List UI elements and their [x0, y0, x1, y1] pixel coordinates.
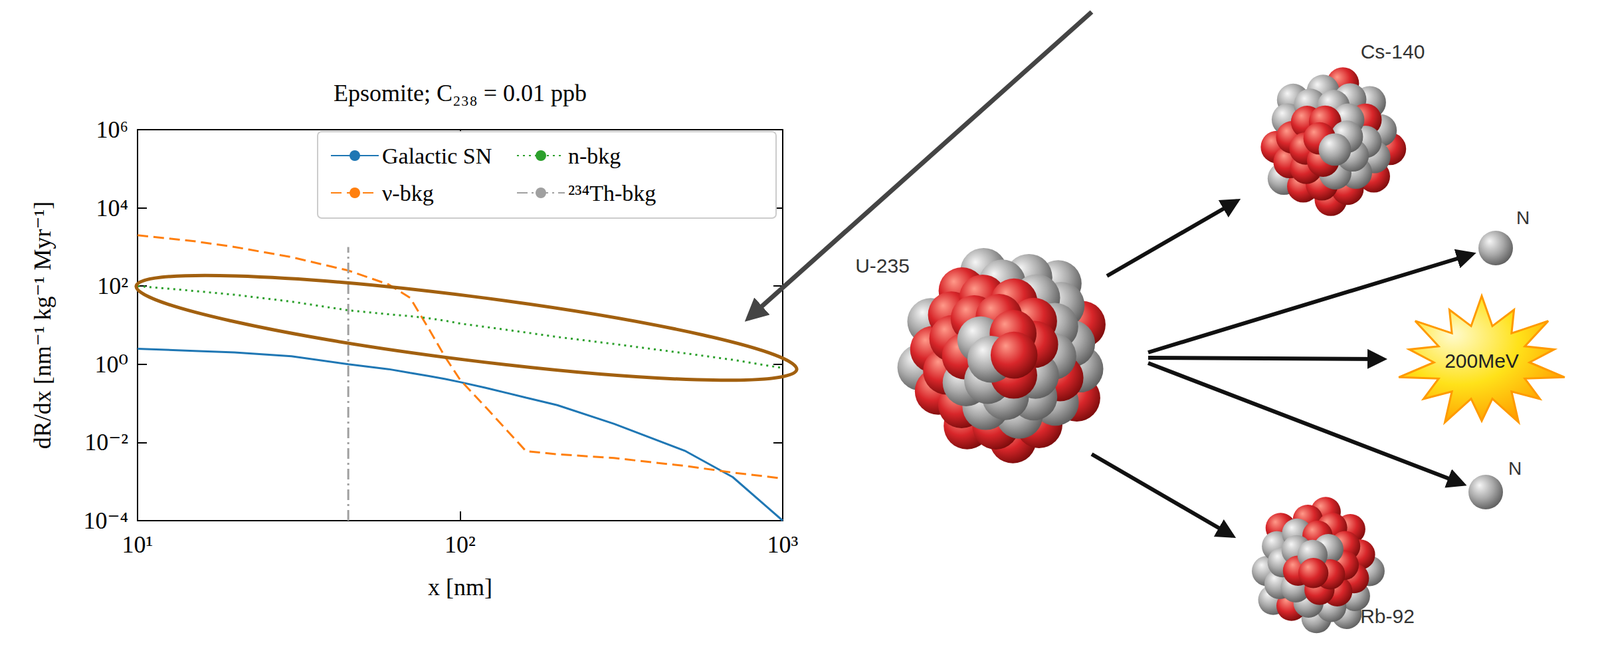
svg-text:10⁻²: 10⁻² [84, 428, 129, 456]
svg-text:10³: 10³ [767, 530, 799, 558]
svg-text:dR/dx [nm⁻¹ kg⁻¹ Myr⁻¹]: dR/dx [nm⁻¹ kg⁻¹ Myr⁻¹] [29, 201, 56, 449]
svg-text:n-bkg: n-bkg [568, 143, 621, 169]
svg-text:ν-bkg: ν-bkg [382, 180, 434, 206]
svg-text:Epsomite; C₂₃₈ = 0.01 ppb: Epsomite; C₂₃₈ = 0.01 ppb [333, 79, 587, 107]
svg-text:10⁰: 10⁰ [95, 350, 129, 378]
svg-text:x [nm]: x [nm] [427, 573, 493, 600]
svg-text:200MeV: 200MeV [1444, 349, 1519, 372]
svg-text:Cs-140: Cs-140 [1360, 40, 1426, 63]
svg-text:10⁻⁴: 10⁻⁴ [83, 506, 129, 534]
svg-text:Galactic SN: Galactic SN [382, 143, 492, 169]
svg-text:²³⁴Th-bkg: ²³⁴Th-bkg [568, 180, 656, 206]
svg-text:10⁶: 10⁶ [95, 116, 129, 143]
svg-text:10¹: 10¹ [122, 530, 154, 558]
svg-text:10⁴: 10⁴ [95, 194, 129, 222]
svg-text:Rb-92: Rb-92 [1360, 604, 1415, 627]
svg-text:N: N [1508, 457, 1522, 479]
svg-text:10²: 10² [444, 530, 476, 558]
svg-text:10²: 10² [97, 272, 129, 300]
svg-text:N: N [1516, 207, 1530, 228]
svg-text:U-235: U-235 [855, 254, 910, 277]
